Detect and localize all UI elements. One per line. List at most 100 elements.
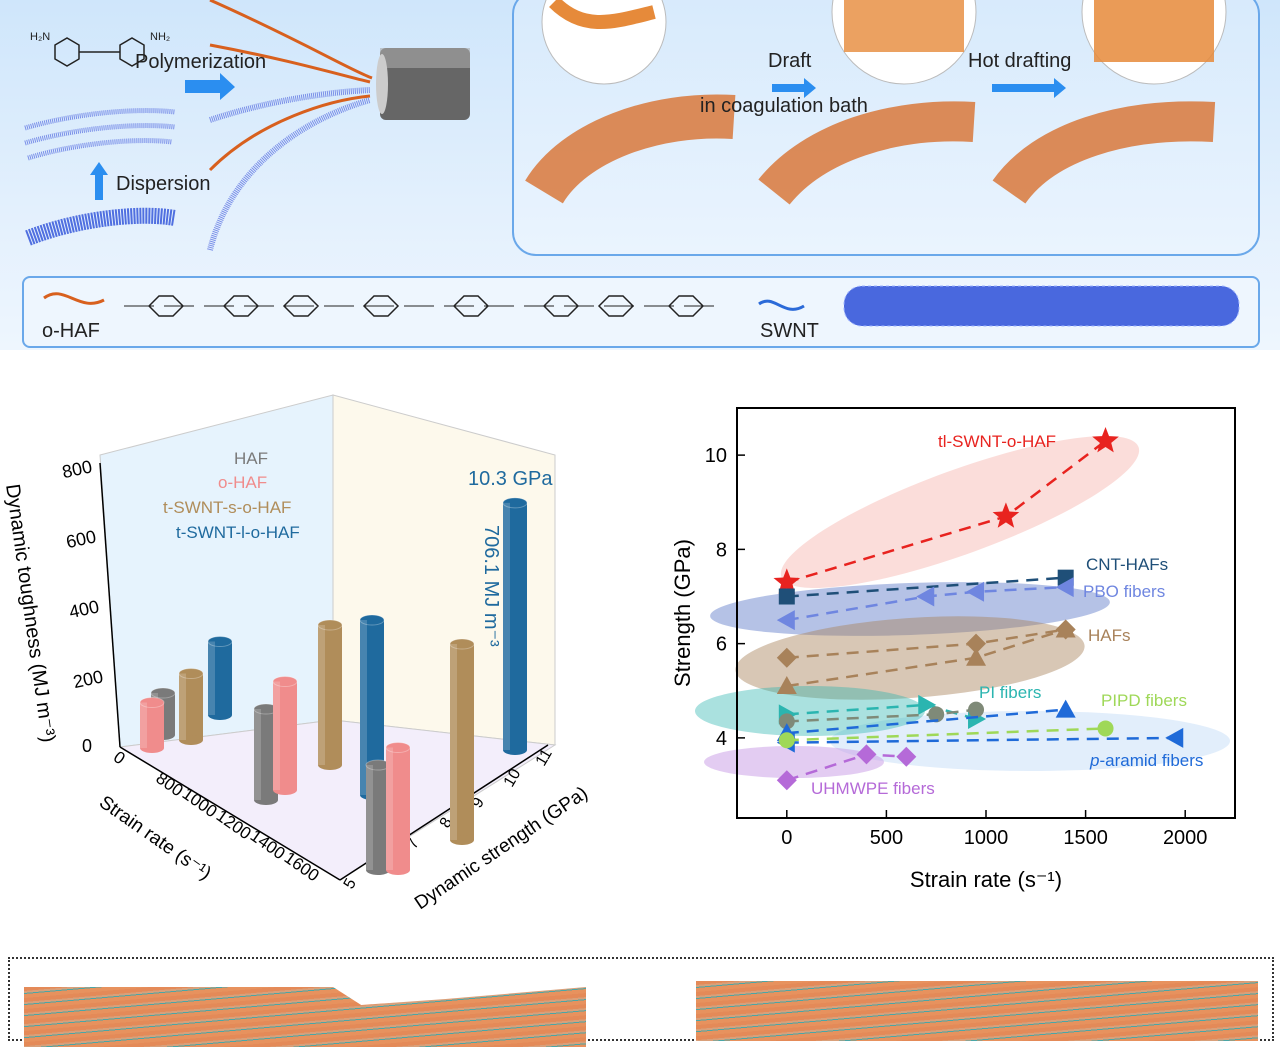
microstructure-image-left xyxy=(24,987,586,1047)
series-UHMWPE-fibers xyxy=(776,744,917,791)
data-point-triangle-left xyxy=(966,581,985,602)
x-tick-label: 2000 xyxy=(1163,827,1208,849)
data-point-star xyxy=(1092,426,1119,453)
series-line xyxy=(786,708,1066,735)
data-point-circle xyxy=(928,706,945,723)
z-tick-label: 400 xyxy=(67,596,101,622)
label-p-aramid-prefix: p xyxy=(1089,751,1099,770)
data-point-triangle-left xyxy=(1055,577,1074,598)
data-point-triangle-left xyxy=(776,610,795,631)
data-point-star xyxy=(992,502,1020,528)
data-point-triangle xyxy=(776,676,797,695)
polymerization-arrow-icon xyxy=(185,73,235,100)
strength-scatter-chart: 0 500 1000 1500 2000 4 6 8 10 Strength (GPa) Str… xyxy=(670,407,1236,892)
dispersion-arrow-icon xyxy=(90,162,108,200)
spinning-process-panel: Draft in coagulation bath Hot drafting xyxy=(512,0,1260,256)
legend-s-o-haf: t-SWNT-s-o-HAF xyxy=(163,498,291,517)
data-point-diamond xyxy=(966,633,987,654)
label-uhmwpe: UHMWPE fibers xyxy=(811,779,935,798)
data-point-triangle-right xyxy=(918,694,937,715)
o-haf-label: o-HAF xyxy=(42,320,100,342)
y-tick-label: 11 xyxy=(533,746,556,769)
microstructure-image-right xyxy=(696,981,1258,1041)
group-highlight-ellipses xyxy=(695,435,1230,778)
x-tick-label: 0 xyxy=(110,747,129,768)
bar-o-HAF xyxy=(272,676,298,795)
y-tick-label: 6 xyxy=(716,634,727,656)
legend-l-o-haf: t-SWNT-l-o-HAF xyxy=(176,523,300,542)
series-HAFs xyxy=(776,619,1076,695)
dispersion-label: Dispersion xyxy=(116,173,211,195)
bar-t-SWNT-s-o-HAF xyxy=(449,638,475,845)
coagulation-label: in coagulation bath xyxy=(700,95,868,117)
bar-t-SWNT-l-o-HAF xyxy=(207,636,233,720)
data-point-triangle-left xyxy=(916,586,935,607)
data-point-diamond xyxy=(776,770,797,791)
y-tick-label: 5 xyxy=(341,876,360,892)
x-axis-title: Strain rate (s⁻¹) xyxy=(910,867,1062,892)
series-PI-fibers xyxy=(778,701,985,730)
x-tick-label: 1000 xyxy=(964,827,1009,849)
z-tick-label: 200 xyxy=(71,666,105,692)
x-tick-label: 0 xyxy=(781,827,792,849)
data-point-circle xyxy=(778,713,795,730)
amine-label: NH₂ xyxy=(150,31,170,43)
series-line xyxy=(786,736,1176,744)
series-PBO-fibers xyxy=(776,577,1074,631)
data-point-triangle xyxy=(1055,699,1076,718)
data-point-diamond xyxy=(856,744,877,765)
chemical-structure-panel: o-HAF SWNT xyxy=(22,276,1260,348)
draft-label: Draft xyxy=(768,50,812,72)
y-tick-label: 8 xyxy=(716,539,727,561)
bar-o-HAF xyxy=(385,742,411,875)
z-tick-label: 600 xyxy=(64,526,98,552)
z-axis-title: Dynamic toughness (MJ m⁻³) xyxy=(1,483,59,744)
label-cnt-hafs: CNT-HAFs xyxy=(1086,555,1168,574)
polymerization-label: Polymerization xyxy=(135,51,267,73)
data-point-circle xyxy=(968,701,985,718)
data-point-circle xyxy=(778,732,795,749)
y-tick-label: 10 xyxy=(705,445,727,467)
label-hafs: HAFs xyxy=(1088,626,1131,645)
data-point-square xyxy=(778,588,795,605)
data-point-circle xyxy=(1097,720,1114,737)
fiber-illustration: H₂N NH₂ xyxy=(24,0,470,251)
svg-text:p-aramid fibers: p-aramid fibers xyxy=(1089,751,1203,770)
label-tl-swnt: tl-SWNT-o-HAF xyxy=(938,432,1056,451)
series-PIPD-fibers xyxy=(778,720,1114,749)
legend-haf: HAF xyxy=(234,449,268,468)
hot-drafting-arrow-icon xyxy=(992,78,1066,98)
bar-t-SWNT-l-o-HAF xyxy=(502,497,528,755)
process-schematic: H₂N NH₂ Polymerization Dispersion Draft … xyxy=(0,0,1280,350)
y-tick-label: 10 xyxy=(501,766,525,790)
z-tick-label: 0 xyxy=(82,736,92,756)
label-pipd: PIPD fibers xyxy=(1101,691,1187,710)
swnt-label: SWNT xyxy=(760,320,819,342)
series-line xyxy=(786,727,1106,742)
label-p-aramid: -aramid fibers xyxy=(1099,751,1203,770)
toughness-annotation: 706.1 MJ m⁻³ xyxy=(480,525,502,647)
y-tick-label: 4 xyxy=(716,728,727,750)
swnt-tube-icon xyxy=(844,286,1239,326)
series-tl-SWNT-o-HAF xyxy=(773,426,1119,594)
bar-t-SWNT-s-o-HAF xyxy=(178,668,204,745)
microstructure-panel xyxy=(8,957,1274,1047)
data-point-triangle xyxy=(1055,619,1076,638)
series-line xyxy=(786,576,1066,598)
series-line xyxy=(786,703,977,721)
toughness-3d-chart: 0 200 400 600 800 0 800 1000 1200 1400 1… xyxy=(1,394,592,914)
strength-annotation: 10.3 GPa xyxy=(468,468,553,490)
label-pbo: PBO fibers xyxy=(1083,582,1165,601)
z-tick-label: 800 xyxy=(60,456,94,482)
data-point-diamond xyxy=(776,647,797,668)
label-pi: PI fibers xyxy=(979,683,1041,702)
data-point-triangle-left xyxy=(1165,727,1184,748)
x-tick-label: 1500 xyxy=(1063,827,1108,849)
data-point-triangle xyxy=(966,647,987,666)
hot-drafting-label: Hot drafting xyxy=(968,50,1072,72)
legend-o-haf: o-HAF xyxy=(218,473,267,492)
bar-t-SWNT-s-o-HAF xyxy=(317,619,343,770)
x-tick-label: 500 xyxy=(870,827,903,849)
bar-o-HAF xyxy=(139,697,165,753)
series-line xyxy=(786,585,1066,622)
